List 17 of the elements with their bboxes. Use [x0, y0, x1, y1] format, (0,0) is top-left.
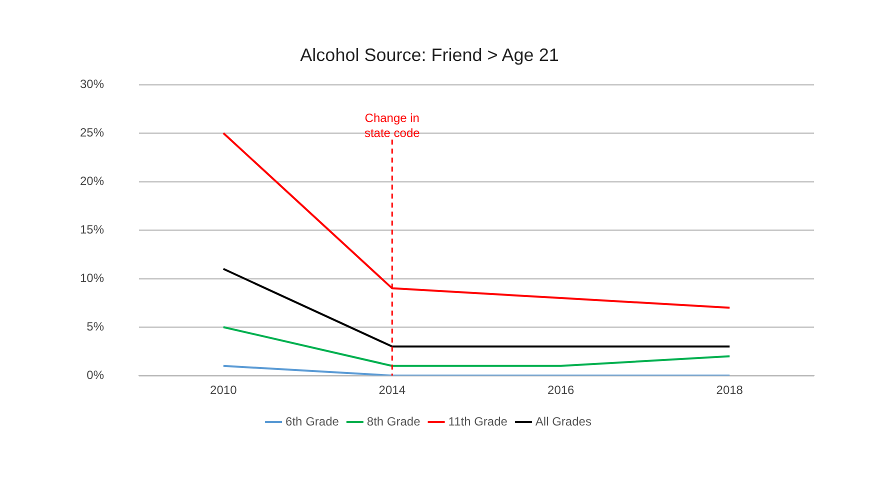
x-tick-label: 2018	[716, 383, 744, 398]
x-tick-label: 2016	[548, 383, 575, 398]
ref-line-label: Change in state code	[364, 110, 420, 140]
y-tick-label: 20%	[80, 174, 104, 188]
legend-label: 8th Grade	[366, 414, 421, 428]
x-tick-label: 2014	[378, 383, 406, 398]
y-tick-label: 0%	[86, 368, 104, 382]
legend-label: 6th Grade	[286, 414, 340, 428]
y-tick-label: 15%	[80, 222, 104, 236]
legend-label: 11th Grade	[448, 414, 508, 428]
y-tick-label: 25%	[80, 125, 104, 140]
y-tick-label: 5%	[86, 319, 104, 334]
chart-title: Alcohol Source: Friend > Age 21	[300, 44, 559, 65]
y-tick-label: 30%	[80, 76, 104, 91]
legend-label: All Grades	[535, 414, 592, 428]
x-tick-label: 2010	[210, 383, 238, 398]
y-tick-label: 10%	[80, 270, 104, 285]
